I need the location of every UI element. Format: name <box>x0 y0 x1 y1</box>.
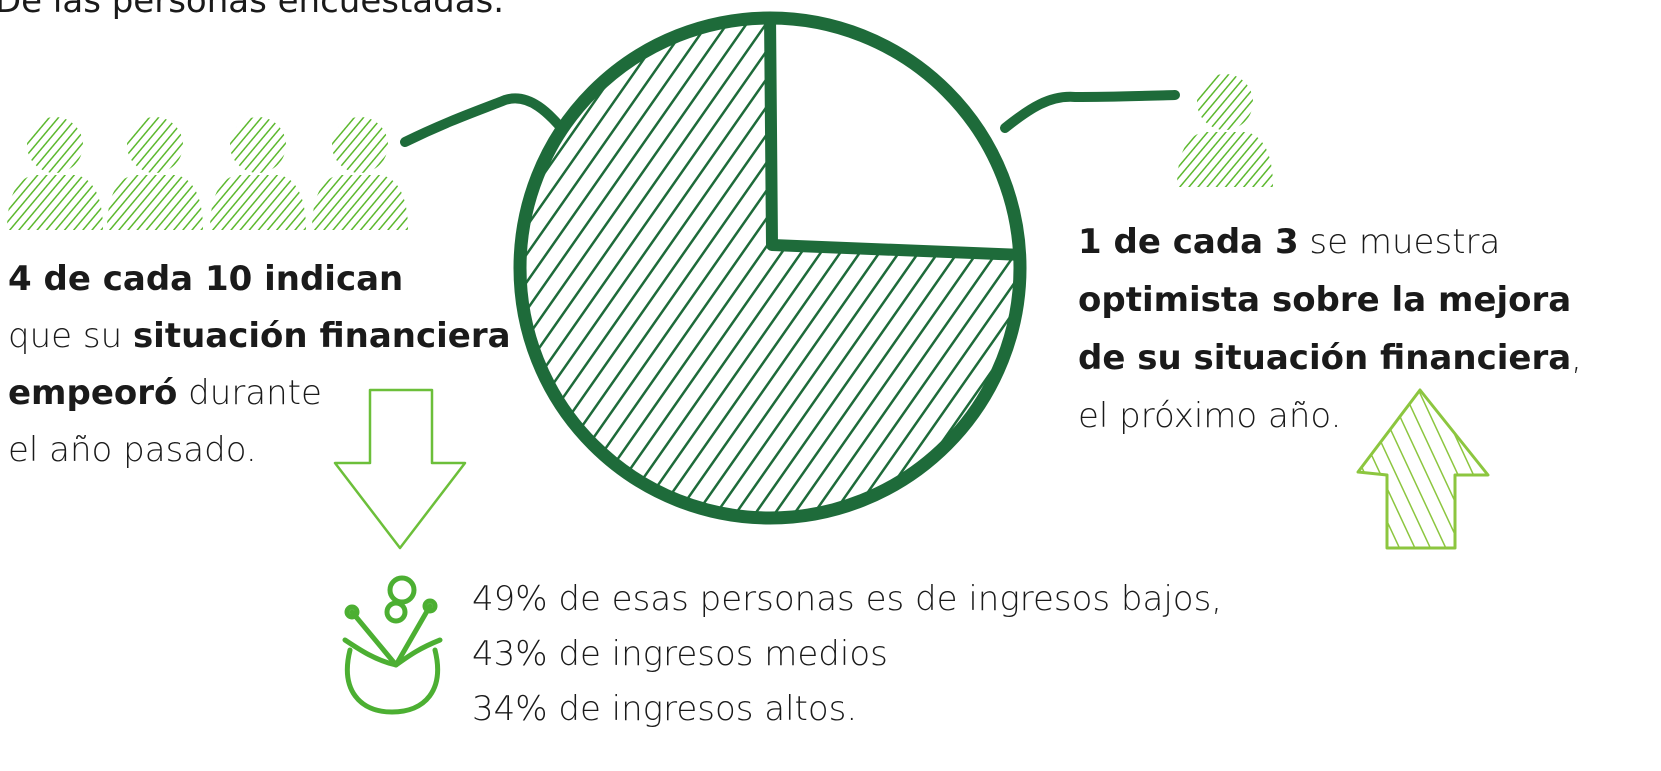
text-segment: 49% de esas personas es de ingresos bajo… <box>472 579 1222 619</box>
text-segment: de su situación financiera <box>1078 338 1571 378</box>
text-segment: 34% de ingresos altos. <box>472 689 857 729</box>
infographic: De las personas encuestadas. 4 de cada 1… <box>0 0 1661 771</box>
purse-icon <box>345 578 440 712</box>
right-text: 1 de cada 3 se muestra optimista sobre la… <box>1078 222 1582 436</box>
text-segment: durante <box>177 373 322 413</box>
text-segment: se muestra <box>1299 222 1501 262</box>
page: De las personas encuestadas. 4 de cada 1… <box>0 0 1661 771</box>
bottom-text: 49% de esas personas es de ingresos bajo… <box>472 579 1222 729</box>
text-segment: situación financiera <box>133 316 511 356</box>
connector <box>1005 95 1175 128</box>
text-segment: el año pasado. <box>8 430 257 470</box>
header-text: De las personas encuestadas. <box>0 0 504 21</box>
people-left <box>7 117 408 230</box>
person-right <box>1177 74 1273 187</box>
text-segment: , <box>1571 338 1582 378</box>
left-text: 4 de cada 10 indican que su situación fin… <box>8 259 511 470</box>
text-segment: empeoró <box>8 373 177 413</box>
text-segment: optimista sobre la mejora <box>1078 280 1571 320</box>
arrow-up <box>1358 390 1488 548</box>
text-segment: 43% de ingresos medios <box>472 634 888 674</box>
text-segment: 4 de cada 10 indican <box>8 259 403 299</box>
arrow-down <box>335 390 465 548</box>
connector <box>405 98 565 142</box>
pie <box>520 15 1022 518</box>
text-segment: 1 de cada 3 <box>1078 222 1299 262</box>
text-segment: el próximo año. <box>1078 396 1341 436</box>
text-segment: que su <box>8 316 133 356</box>
